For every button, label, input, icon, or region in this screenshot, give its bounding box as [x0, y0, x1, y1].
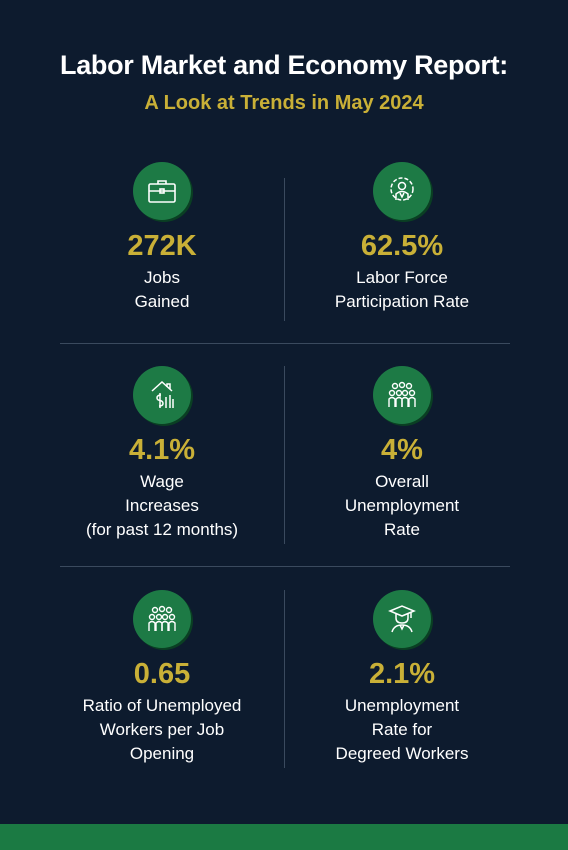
group-people-icon [373, 366, 431, 424]
stat-label: Jobs Gained [134, 268, 190, 311]
stat-label: Unemployment Rate for Degreed Workers [335, 696, 469, 763]
divider [60, 566, 510, 567]
stat-value: 272K [127, 230, 197, 262]
page-title: Labor Market and Economy Report: [60, 50, 508, 80]
stat-ratio-unemployed: 0.65 Ratio of Unemployed Workers per Job… [42, 590, 282, 766]
stat-label: Labor Force Participation Rate [334, 268, 470, 311]
divider [60, 343, 510, 344]
stat-value: 4.1% [128, 434, 196, 466]
divider [284, 590, 285, 768]
divider [284, 178, 285, 321]
stat-value: 2.1% [368, 658, 436, 690]
stat-label: Wage Increases (for past 12 months) [85, 472, 239, 539]
stat-value: 4% [381, 434, 423, 466]
group-people-icon [133, 590, 191, 648]
stat-jobs-gained: 272K Jobs Gained [42, 162, 282, 314]
stat-degreed-unemployment: 2.1% Unemployment Rate for Degreed Worke… [282, 590, 522, 766]
stat-overall-unemployment: 4% Overall Unemployment Rate [282, 366, 522, 542]
page-subtitle: A Look at Trends in May 2024 [144, 92, 424, 114]
stat-value: 0.65 [133, 658, 191, 690]
stat-labor-force: 62.5% Labor Force Participation Rate [282, 162, 522, 314]
stat-value: 62.5% [360, 230, 444, 262]
briefcase-icon [133, 162, 191, 220]
footer-bar [0, 824, 568, 850]
dollar-arrow-up-icon [133, 366, 191, 424]
graduate-icon [373, 590, 431, 648]
stat-label: Overall Unemployment Rate [344, 472, 460, 539]
stat-wage-increases: 4.1% Wage Increases (for past 12 months) [42, 366, 282, 542]
divider [284, 366, 285, 544]
stat-label: Ratio of Unemployed Workers per Job Open… [82, 696, 242, 763]
gear-person-icon [373, 162, 431, 220]
